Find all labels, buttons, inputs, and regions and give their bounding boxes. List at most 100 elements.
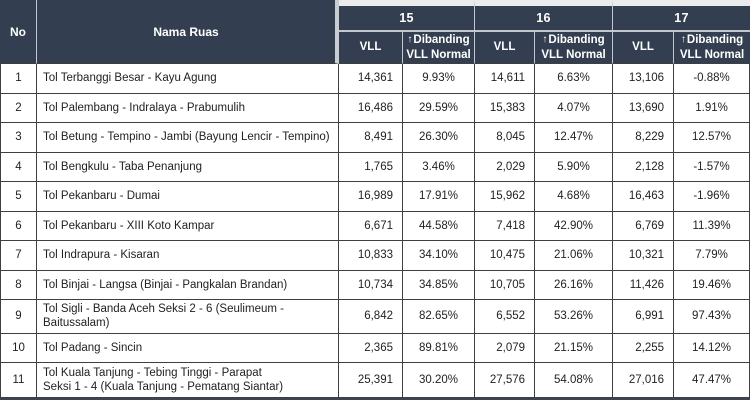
route-name: Tol Indrapura - Kisaran (37, 241, 339, 271)
row-number: 2 (0, 93, 37, 123)
pct-15-value: 9.93% (403, 64, 476, 94)
vll-15-value: 14,361 (339, 64, 403, 94)
pct-17-value: -1.57% (674, 152, 750, 182)
vll-17-value: 13,106 (613, 64, 675, 94)
route-name: Tol Terbanggi Besar - Kayu Agung (37, 64, 339, 94)
pct-16-value: 21.15% (535, 333, 614, 364)
pct-16-value: 42.90% (535, 211, 614, 241)
pct-15-value: 89.81% (403, 333, 476, 364)
vll-normal-label: VLL Normal (406, 48, 471, 61)
table-body: 1 Tol Terbanggi Besar - Kayu Agung 14,361 9… (0, 64, 750, 399)
subheader-dibanding-15: ↑Dibanding VLL Normal (403, 32, 476, 64)
dibanding-label: Dibanding (413, 34, 470, 47)
vll-17-value: 10,321 (613, 241, 675, 271)
pct-15-value: 82.65% (403, 300, 476, 334)
pct-15-value: 29.59% (403, 93, 476, 123)
route-name: Tol Binjai - Langsa (Binjai - Pangkalan … (37, 270, 339, 300)
pct-15-value: 34.10% (403, 241, 476, 271)
vll-16-value: 14,611 (475, 64, 536, 94)
subheader-vll-15: VLL (339, 32, 403, 64)
pct-16-value: 4.68% (535, 182, 614, 212)
pct-17-value: 1.91% (674, 93, 750, 123)
route-name: Tol Pekanbaru - Dumai (37, 182, 339, 212)
vll-15-value: 2,365 (339, 333, 403, 364)
vll-16-value: 15,962 (475, 182, 536, 212)
subheader-dibanding-17: ↑Dibanding VLL Normal (674, 32, 750, 64)
vll-17-value: 27,016 (613, 363, 675, 399)
vll-16-value: 2,029 (475, 152, 536, 182)
pct-16-value: 21.06% (535, 241, 614, 271)
route-name: Tol Palembang - Indralaya - Prabumulih (37, 93, 339, 123)
vll-16-value: 10,705 (475, 270, 536, 300)
pct-17-value: 47.47% (674, 363, 750, 399)
pct-15-value: 44.58% (403, 211, 476, 241)
vll-normal-label: VLL Normal (679, 48, 745, 61)
vll-17-value: 16,463 (613, 182, 675, 212)
subheader-vll-17: VLL (613, 32, 675, 64)
vll-17-value: 6,769 (613, 211, 675, 241)
vll-15-value: 16,989 (339, 182, 403, 212)
pct-17-value: 19.46% (674, 270, 750, 300)
vll-17-value: 8,229 (613, 123, 675, 153)
vll-17-value: 2,255 (613, 333, 675, 364)
route-name: Tol Kuala Tanjung - Tebing Tinggi - Para… (37, 363, 339, 399)
pct-17-value: 7.79% (674, 241, 750, 271)
pct-16-value: 5.90% (535, 152, 614, 182)
row-number: 4 (0, 152, 37, 182)
vll-16-value: 27,576 (475, 363, 536, 399)
year-group-header-17: 17 (613, 0, 750, 32)
row-number: 6 (0, 211, 37, 241)
vll-15-value: 16,486 (339, 93, 403, 123)
bottom-dark-bar (0, 398, 750, 400)
up-arrow-icon: ↑ (407, 34, 413, 46)
vll-15-value: 6,671 (339, 211, 403, 241)
vll-15-value: 1,765 (339, 152, 403, 182)
route-name: Tol Betung - Tempino - Jambi (Bayung Len… (37, 123, 339, 153)
vll-normal-label: VLL Normal (541, 48, 606, 61)
route-name: Tol Bengkulu - Taba Penanjung (37, 152, 339, 182)
pct-17-value: 97.43% (674, 300, 750, 334)
pct-15-value: 30.20% (403, 363, 476, 399)
pct-17-value: 12.57% (674, 123, 750, 153)
row-number: 9 (0, 300, 37, 334)
vll-15-value: 6,842 (339, 300, 403, 334)
vll-16-value: 8,045 (475, 123, 536, 153)
pct-15-value: 34.85% (403, 270, 476, 300)
pct-17-value: -0.88% (674, 64, 750, 94)
pct-15-value: 26.30% (403, 123, 476, 153)
row-number: 5 (0, 182, 37, 212)
row-number: 7 (0, 241, 37, 271)
row-number: 10 (0, 333, 37, 364)
up-arrow-icon: ↑ (542, 34, 548, 46)
route-name: Tol Sigli - Banda Aceh Seksi 2 - 6 (Seul… (37, 300, 339, 334)
vll-15-value: 10,833 (339, 241, 403, 271)
pct-16-value: 6.63% (535, 64, 614, 94)
table-row: 8 Tol Binjai - Langsa (Binjai - Pangkalan… (0, 270, 750, 300)
year-group-header-15: 15 (339, 0, 476, 32)
table-row: 6 Tol Pekanbaru - XIII Koto Kampar 6,671 44… (0, 211, 750, 241)
pct-16-value: 54.08% (535, 363, 614, 399)
col-header-nama-ruas: Nama Ruas (37, 0, 339, 64)
table-row: 3 Tol Betung - Tempino - Jambi (Bayung Le… (0, 123, 750, 153)
pct-16-value: 26.16% (535, 270, 614, 300)
up-arrow-icon: ↑ (680, 34, 686, 46)
table-row: 5 Tol Pekanbaru - Dumai 16,989 17.91% 15,962… (0, 182, 750, 212)
pct-17-value: 14.12% (674, 333, 750, 364)
vll-16-value: 6,552 (475, 300, 536, 334)
vll-16-value: 2,079 (475, 333, 536, 364)
pct-17-value: -1.96% (674, 182, 750, 212)
pct-17-value: 11.39% (674, 211, 750, 241)
pct-16-value: 53.26% (535, 300, 614, 334)
vll-15-value: 8,491 (339, 123, 403, 153)
row-number: 3 (0, 123, 37, 153)
table-header: No Nama Ruas 15 16 17 VLL ↑Dibanding VLL… (0, 0, 750, 64)
pct-15-value: 17.91% (403, 182, 476, 212)
vll-16-value: 7,418 (475, 211, 536, 241)
vll-17-value: 2,128 (613, 152, 675, 182)
table-row: 7 Tol Indrapura - Kisaran 10,833 34.10% 10,4… (0, 241, 750, 271)
table-row: 1 Tol Terbanggi Besar - Kayu Agung 14,361 9… (0, 64, 750, 94)
vll-16-value: 10,475 (475, 241, 536, 271)
route-name: Tol Pekanbaru - XIII Koto Kampar (37, 211, 339, 241)
